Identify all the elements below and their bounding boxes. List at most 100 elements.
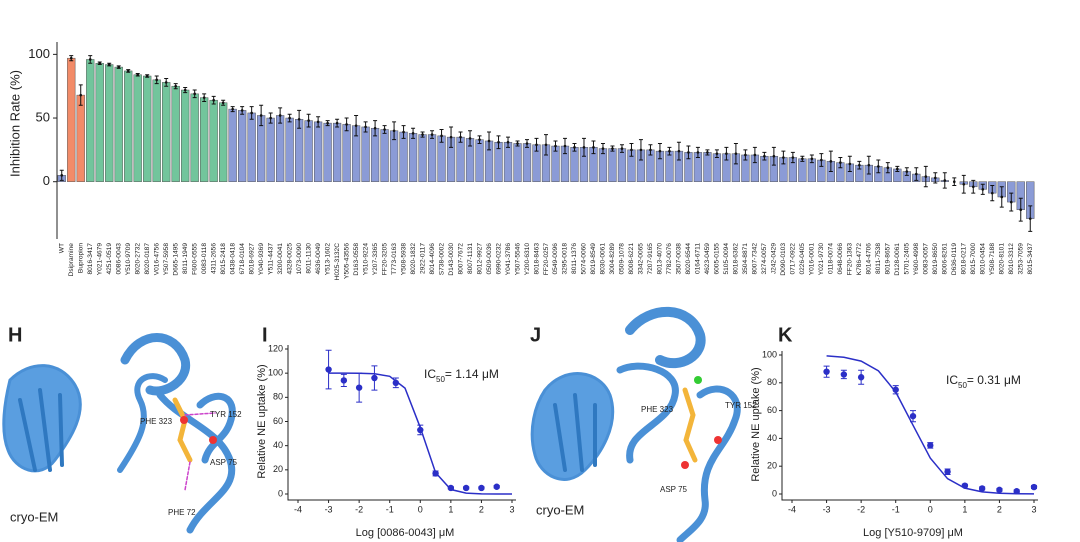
- x-tick-label: Dsipramine: [68, 243, 75, 277]
- x-tick-label: Y508-5938: [400, 243, 407, 276]
- annotation-part: IC: [946, 373, 958, 387]
- x-tick-label: 1073-0090: [296, 243, 303, 275]
- x-tick-label: 8018-6927: [248, 243, 255, 275]
- bar: [313, 121, 323, 182]
- x-tick-label: 3: [1031, 504, 1036, 514]
- mean-dot: [848, 162, 852, 166]
- bar: [219, 102, 228, 182]
- bar: [617, 148, 627, 182]
- bar: [418, 134, 427, 182]
- x-tick-label: 2: [479, 504, 484, 514]
- mean-dot: [763, 154, 766, 158]
- mean-dot: [326, 121, 329, 125]
- y-tick-label: 0: [43, 173, 50, 188]
- mean-dot: [582, 146, 586, 149]
- mean-dot: [288, 116, 291, 120]
- data-point: [1030, 483, 1038, 491]
- mean-dot: [193, 92, 196, 96]
- y-tick-label: 0: [278, 488, 283, 498]
- mean-dot: [971, 185, 975, 189]
- bar: [437, 135, 446, 182]
- x-tick-label: 0083-0057: [923, 243, 930, 275]
- y-tick-label: 40: [273, 440, 283, 450]
- x-tick-label: 8007-7672: [457, 243, 464, 275]
- bar: [513, 143, 522, 182]
- data-point: [447, 484, 455, 492]
- x-tick-label: 3507-0038: [676, 243, 683, 275]
- method-label: cryo-EM: [10, 509, 58, 524]
- data-point: [909, 412, 917, 420]
- mean-dot: [1009, 200, 1013, 204]
- x-tick-label: 6005-0155: [714, 243, 721, 275]
- x-tick-label: -1: [892, 504, 900, 514]
- y-tick-label: 20: [273, 464, 283, 474]
- x-tick-label: 4636-0049: [315, 243, 322, 275]
- mean-dot: [734, 152, 738, 155]
- mean-dot: [516, 142, 519, 145]
- mean-dot: [155, 78, 158, 82]
- x-tick-label: D128-0061: [894, 243, 901, 276]
- mean-dot: [896, 167, 899, 171]
- bar: [608, 148, 617, 182]
- x-tick-label: Y505-43556: [343, 243, 350, 279]
- mean-dot: [915, 172, 918, 176]
- x-tick-label: 8008-6221: [628, 243, 635, 275]
- mean-dot: [525, 142, 529, 145]
- x-tick-label: 3504-8871: [742, 243, 749, 275]
- x-tick-label: 3: [509, 504, 514, 514]
- residue-label: PHE 323: [641, 405, 674, 414]
- mean-dot: [164, 81, 168, 84]
- bar: [275, 115, 285, 182]
- x-tick-label: Y508-7188: [989, 243, 996, 276]
- bar: [665, 150, 674, 182]
- x-tick-label: D163-0558: [353, 243, 360, 276]
- mean-dot: [535, 143, 538, 147]
- x-tick-label: 5701-2405: [904, 243, 911, 275]
- x-tick-label: D665-1495: [172, 243, 179, 276]
- x-tick-label: 3253-7059: [1018, 243, 1025, 275]
- x-tick-label: 4311-2656: [210, 243, 217, 274]
- bar: [380, 129, 389, 182]
- bar: [361, 126, 370, 182]
- annotation-part: = 1.14 μM: [445, 367, 499, 381]
- data-point: [493, 483, 500, 490]
- mean-dot: [259, 114, 263, 117]
- annotation-part: = 0.31 μM: [967, 373, 1021, 387]
- structure-h: [2, 333, 236, 534]
- x-tick-label: S738-0002: [438, 243, 445, 276]
- mean-dot: [801, 157, 804, 161]
- mean-dot: [630, 148, 633, 152]
- mean-dot: [402, 130, 405, 134]
- annotation-part: IC: [424, 367, 436, 381]
- x-tick-label: 0509-1078: [619, 243, 626, 275]
- mean-dot: [345, 123, 348, 126]
- x-tick-label: Y510-9224: [362, 243, 369, 276]
- bar: [133, 74, 142, 182]
- mean-dot: [639, 148, 643, 152]
- mean-dot: [1019, 208, 1023, 212]
- mean-dot: [1028, 217, 1032, 220]
- mean-dot: [715, 152, 719, 155]
- x-tick-label: 8011-1376: [571, 243, 578, 274]
- x-tick-label: 0083-0118: [201, 243, 208, 274]
- x-tick-label: -4: [294, 504, 302, 514]
- bar: [522, 143, 532, 182]
- x-tick-label: Y510-9709: [125, 243, 132, 276]
- x-tick-label: 8020-0187: [144, 243, 151, 275]
- y-axis-label: Relative NE uptake (%): [256, 364, 268, 478]
- residue-label: PHE 72: [168, 508, 196, 517]
- axes: [781, 351, 1038, 501]
- mean-dot: [877, 165, 880, 168]
- mean-dot: [297, 118, 301, 121]
- bar: [456, 136, 465, 182]
- x-tick-label: 8010-0454: [980, 243, 987, 275]
- mean-dot: [98, 61, 102, 65]
- mean-dot: [136, 73, 140, 77]
- y-tick-label: 80: [767, 377, 777, 387]
- x-tick-label: -2: [355, 504, 363, 514]
- data-point: [892, 386, 899, 393]
- data-point: [996, 486, 1003, 494]
- residue-label: ASP 75: [210, 458, 238, 467]
- data-point: [325, 366, 332, 373]
